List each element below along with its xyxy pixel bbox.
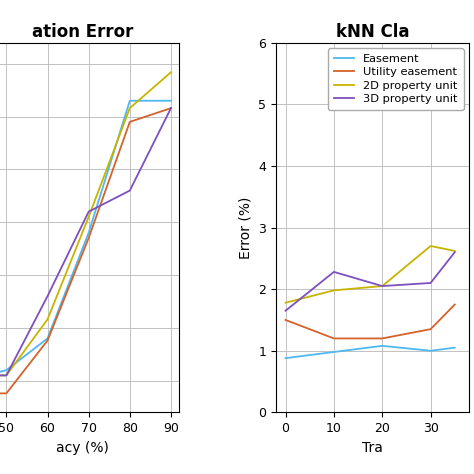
2D property unit — [452, 248, 457, 254]
Utility easement — [283, 317, 288, 323]
Legend: Easement, Utility easement, 2D property unit, 3D property unit: Easement, Utility easement, 2D property … — [328, 48, 464, 110]
Line: 3D property unit: 3D property unit — [285, 252, 455, 311]
Easement — [379, 343, 385, 349]
2D property unit — [283, 300, 288, 306]
Title: kNN Cla: kNN Cla — [336, 23, 410, 41]
Easement — [452, 345, 457, 351]
Y-axis label: Error (%): Error (%) — [238, 196, 253, 259]
3D property unit — [379, 283, 385, 289]
3D property unit — [283, 308, 288, 314]
Easement — [428, 348, 433, 354]
Easement — [331, 349, 337, 355]
Utility easement — [452, 302, 457, 308]
3D property unit — [331, 269, 337, 275]
Easement — [283, 356, 288, 361]
2D property unit — [428, 243, 433, 249]
2D property unit — [331, 288, 337, 293]
Line: Easement: Easement — [285, 346, 455, 358]
Title: ation Error: ation Error — [32, 23, 133, 41]
X-axis label: acy (%): acy (%) — [56, 441, 109, 455]
Line: 2D property unit: 2D property unit — [285, 246, 455, 303]
3D property unit — [428, 280, 433, 286]
2D property unit — [379, 283, 385, 289]
Utility easement — [428, 326, 433, 332]
Utility easement — [331, 336, 337, 341]
Utility easement — [379, 336, 385, 341]
3D property unit — [452, 249, 457, 255]
Line: Utility easement: Utility easement — [285, 305, 455, 338]
X-axis label: Tra: Tra — [362, 441, 383, 455]
